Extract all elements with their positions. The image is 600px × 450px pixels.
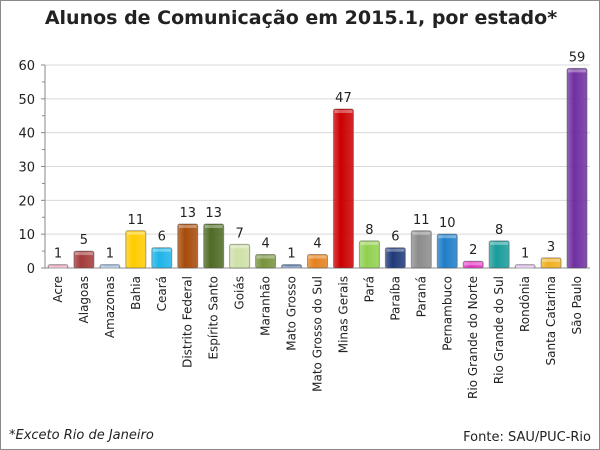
bar-highlight — [464, 262, 483, 266]
y-tick-label: 40 — [18, 127, 35, 142]
bar — [358, 240, 380, 269]
bar-highlight — [230, 245, 249, 249]
x-tick-label: Paraíba — [388, 276, 402, 321]
data-label: 1 — [521, 247, 529, 262]
bar-highlight — [490, 241, 509, 245]
bar — [255, 253, 277, 269]
bar-highlight — [126, 231, 145, 235]
data-label: 6 — [391, 230, 399, 245]
bar — [410, 230, 432, 269]
x-tick-label: Paraná — [414, 276, 428, 317]
x-tick-label: Acre — [51, 276, 65, 303]
bar-highlight — [48, 265, 67, 269]
bar — [47, 264, 69, 269]
bar-highlight — [152, 248, 171, 252]
bar-highlight — [308, 255, 327, 259]
bar-highlight — [74, 252, 93, 256]
data-label: 10 — [439, 216, 456, 231]
data-label: 59 — [569, 50, 586, 65]
bar-highlight — [282, 265, 301, 269]
bar — [566, 67, 588, 269]
data-label: 8 — [495, 223, 503, 238]
bar — [73, 250, 95, 269]
data-label: 5 — [80, 233, 88, 248]
x-tick-label: Bahia — [129, 276, 143, 310]
chart-title: Alunos de Comunicação em 2015.1, por est… — [44, 7, 558, 29]
bar-highlight — [412, 231, 431, 235]
data-label: 4 — [261, 236, 269, 251]
bar-highlight — [386, 248, 405, 252]
x-tick-label: Mato Grosso do Sul — [311, 276, 325, 392]
bar — [177, 223, 199, 269]
data-label: 7 — [236, 226, 244, 241]
x-tick-label: Pernambuco — [440, 276, 454, 351]
y-tick-label: 30 — [18, 161, 35, 176]
data-label: 1 — [54, 247, 62, 262]
x-tick-label: Alagoas — [77, 276, 91, 323]
bar — [229, 243, 251, 269]
y-tick-label: 20 — [18, 194, 35, 209]
y-tick-label: 10 — [18, 228, 35, 243]
x-tick-label: Espírito Santo — [207, 276, 221, 360]
data-label: 8 — [365, 223, 373, 238]
bar-highlight — [568, 69, 587, 73]
x-tick-label: Minas Gerais — [336, 276, 350, 353]
bar — [203, 223, 225, 269]
bar-highlight — [334, 109, 353, 113]
x-tick-label: Distrito Federal — [181, 276, 195, 368]
bar-highlight — [360, 241, 379, 245]
bar — [436, 233, 458, 269]
bar — [99, 264, 121, 269]
bar — [540, 257, 562, 269]
bar — [514, 264, 536, 269]
x-tick-label: Goiás — [233, 276, 247, 310]
bar — [332, 108, 354, 269]
data-label: 4 — [313, 236, 321, 251]
bar-highlight — [516, 265, 535, 269]
y-tick-label: 0 — [27, 262, 35, 277]
x-tick-label: Mato Grosso — [285, 276, 299, 351]
x-tick-label: Santa Catarina — [544, 276, 558, 365]
x-tick-label: Rio Grande do Sul — [492, 276, 506, 384]
source-note: Fonte: SAU/PUC-Rio — [463, 430, 591, 445]
data-label: 3 — [547, 240, 555, 255]
data-label: 1 — [287, 247, 295, 262]
x-tick-label: Amazonas — [103, 276, 117, 338]
data-label: 11 — [128, 213, 145, 228]
bar-highlight — [542, 258, 561, 262]
x-tick-label: Pará — [362, 276, 376, 302]
x-tick-label: Maranhão — [259, 276, 273, 336]
data-label: 47 — [335, 91, 352, 106]
data-label: 13 — [179, 206, 196, 221]
bar — [307, 253, 328, 269]
bar-highlight — [100, 265, 119, 269]
x-tick-label: São Paulo — [570, 276, 584, 334]
footnote: *Exceto Rio de Janeiro — [9, 428, 154, 443]
data-label: 11 — [413, 213, 430, 228]
bar-highlight — [204, 225, 223, 229]
data-label: 1 — [106, 247, 114, 262]
data-label: 13 — [205, 206, 222, 221]
x-tick-label: Ceará — [155, 276, 169, 311]
y-tick-label: 60 — [18, 59, 35, 74]
bar-highlight — [256, 255, 275, 259]
bar — [125, 230, 147, 269]
x-tick-label: Rio Grande do Norte — [466, 276, 480, 399]
data-label: 6 — [158, 230, 166, 245]
bar — [151, 247, 173, 269]
data-label: 2 — [469, 243, 477, 258]
y-tick-label: 50 — [18, 93, 35, 108]
bar — [462, 260, 484, 269]
x-tick-label: Rondônia — [518, 276, 532, 332]
bar — [488, 240, 510, 269]
bar-highlight — [178, 225, 197, 229]
bar — [281, 264, 303, 269]
bar — [384, 247, 406, 269]
bar-highlight — [438, 235, 457, 239]
